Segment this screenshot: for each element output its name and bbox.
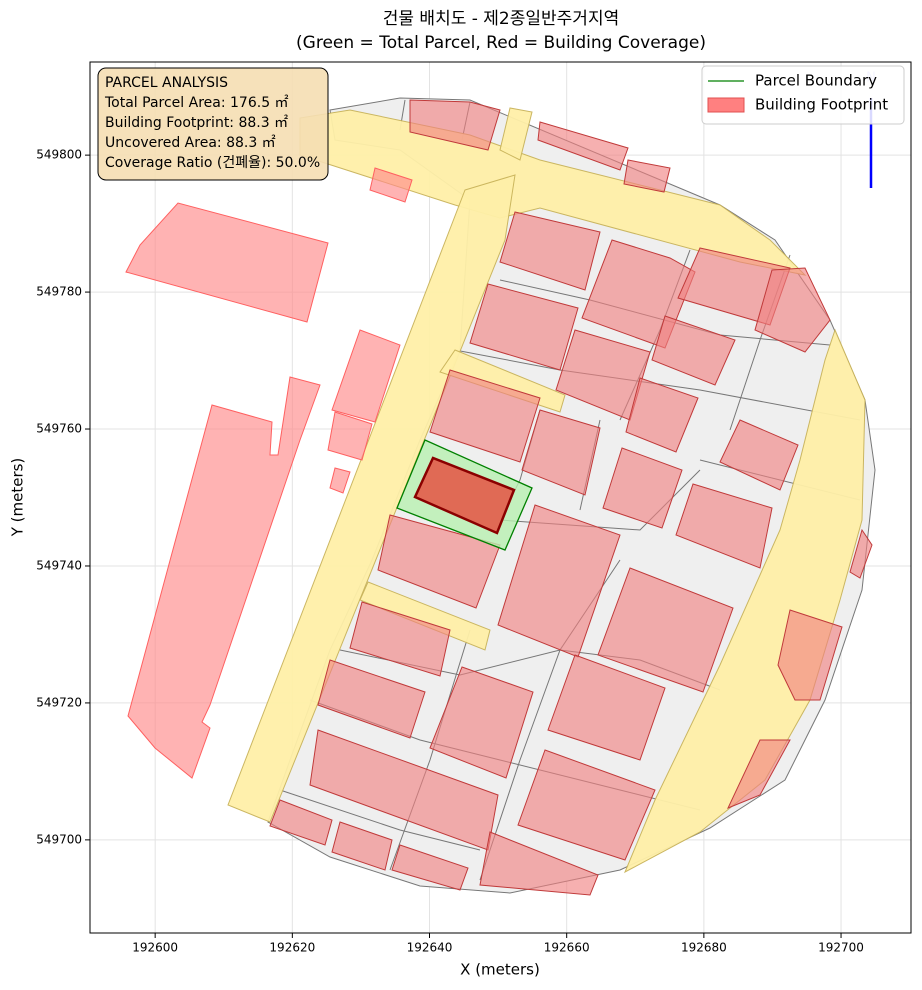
y-tick-label: 549700 xyxy=(36,832,82,846)
y-tick-label: 549780 xyxy=(36,285,82,299)
x-tick-label: 192680 xyxy=(681,941,727,955)
x-tick-label: 192620 xyxy=(269,941,315,955)
annotation-line: Total Parcel Area: 176.5 ㎡ xyxy=(104,95,289,111)
annotation-line: PARCEL ANALYSIS xyxy=(105,75,228,91)
map-layer: N xyxy=(125,71,876,896)
buildings xyxy=(125,99,873,896)
annotation-line: Uncovered Area: 88.3 ㎡ xyxy=(105,135,276,151)
annotation-line: Building Footprint: 88.3 ㎡ xyxy=(105,115,288,131)
y-tick-label: 549720 xyxy=(36,695,82,709)
legend-label: Building Footprint xyxy=(755,96,888,114)
road xyxy=(359,581,491,651)
legend-label: Parcel Boundary xyxy=(755,72,877,90)
x-tick-label: 192660 xyxy=(544,941,590,955)
building-footprint xyxy=(413,456,516,535)
annotation-line: Coverage Ratio (건폐율): 50.0% xyxy=(105,155,320,171)
road xyxy=(499,107,533,161)
chart-subtitle: (Green = Total Parcel, Red = Building Co… xyxy=(296,33,706,53)
y-tick-label: 549740 xyxy=(36,558,82,572)
plot-frame xyxy=(89,61,912,934)
y-tick-label: 549760 xyxy=(36,422,82,436)
road xyxy=(624,328,866,874)
x-axis-label: X (meters) xyxy=(460,961,540,979)
x-tick-label: 192700 xyxy=(818,941,864,955)
annotation-box: PARCEL ANALYSIS Total Parcel Area: 176.5 … xyxy=(97,67,329,181)
y-tick-label: 549800 xyxy=(36,148,82,162)
x-tick-label: 192640 xyxy=(407,941,453,955)
legend: Parcel Boundary Building Footprint xyxy=(701,65,905,125)
chart-title: 건물 배치도 - 제2종일반주거지역 xyxy=(383,9,619,29)
x-tick-label: 192600 xyxy=(132,941,178,955)
y-axis-label: Y (meters) xyxy=(9,458,27,538)
legend-swatch xyxy=(707,97,745,113)
